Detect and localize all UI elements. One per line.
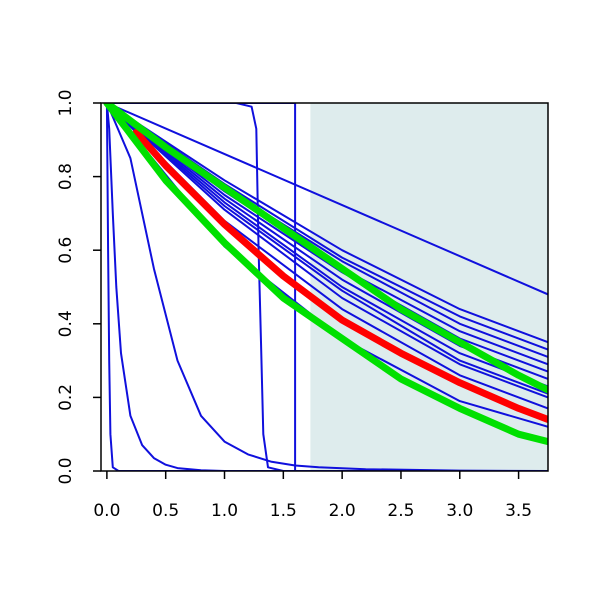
x-tick-label: 3.0	[446, 501, 473, 521]
x-tick-label: 2.5	[387, 501, 414, 521]
y-tick-label: 1.0	[56, 89, 76, 116]
plot-frame	[100, 102, 549, 472]
series-line-13-blue	[105, 103, 548, 388]
series-line-5-blue	[105, 103, 548, 471]
series-line-2-blue	[105, 103, 548, 471]
y-tick-label: 0.4	[56, 310, 76, 337]
series-layer	[103, 103, 548, 471]
y-tick-label: 0.6	[56, 237, 76, 264]
x-tick-label: 0.5	[152, 501, 179, 521]
series-line-20-green	[103, 103, 548, 446]
x-tick-label: 0.0	[93, 501, 120, 521]
x-tick-label: 1.5	[270, 501, 297, 521]
series-line-18-red	[132, 128, 548, 423]
y-axis: 0.0 0.2 0.4 0.6 0.8 1.0	[56, 89, 101, 485]
series-line-19-green	[103, 103, 548, 394]
y-tick-label: 0.0	[56, 457, 76, 484]
y-tick-label: 0.2	[56, 384, 76, 411]
series-line-7-blue	[105, 103, 548, 344]
series-line-6-blue	[105, 103, 548, 296]
shaded-region	[310, 103, 548, 471]
series-line-14-blue	[105, 103, 548, 395]
x-tick-label: 2.0	[329, 501, 356, 521]
x-tick-label: 1.0	[211, 501, 238, 521]
x-tick-label: 3.5	[505, 501, 532, 521]
shaded-region-layer	[310, 103, 548, 471]
y-tick-label: 0.8	[56, 163, 76, 190]
x-axis: 0.0 0.5 1.0 1.5 2.0 2.5 3.0 3.5	[93, 471, 532, 521]
series-line-15-blue	[105, 103, 548, 399]
